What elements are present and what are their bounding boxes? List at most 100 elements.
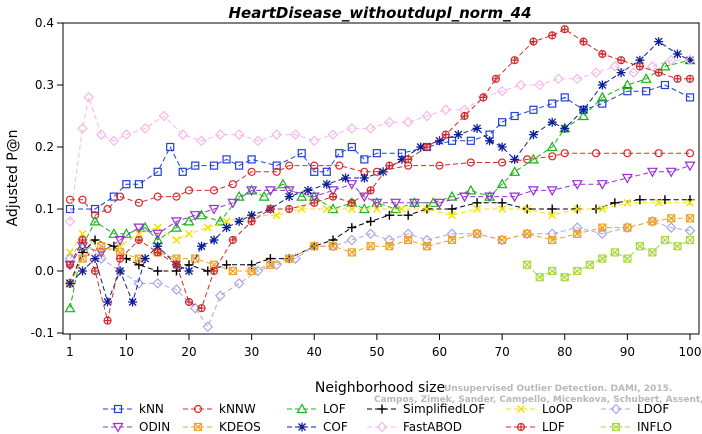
data-point (116, 254, 125, 263)
data-point (523, 260, 532, 269)
data-point (120, 228, 132, 238)
data-point (523, 205, 532, 213)
data-point (628, 67, 639, 78)
data-point (202, 321, 214, 333)
data-point (579, 105, 589, 115)
data-point (446, 190, 458, 201)
data-point (272, 211, 281, 220)
data-point (446, 228, 458, 240)
y-tick-label: 0.3 (35, 78, 54, 92)
data-point (529, 37, 538, 46)
x-tick-label: 70 (494, 345, 509, 359)
data-point (654, 68, 663, 77)
data-point (247, 266, 256, 276)
data-point (685, 235, 695, 245)
data-point (447, 136, 457, 145)
data-point (122, 180, 131, 189)
data-point (546, 141, 558, 152)
series-line (70, 152, 690, 216)
data-point (472, 229, 482, 238)
data-point (183, 215, 195, 226)
data-point (65, 278, 75, 288)
x-tick-label: 30 (244, 345, 259, 359)
legend-label: INFLO (637, 420, 672, 434)
data-point (547, 204, 557, 214)
data-point (686, 198, 694, 207)
data-point (108, 228, 120, 238)
data-point (640, 73, 652, 83)
x-tick-label: 1 (66, 345, 74, 359)
data-point (597, 80, 607, 90)
data-point (152, 229, 164, 240)
data-point (623, 223, 632, 232)
data-point (648, 217, 657, 226)
series-line (69, 220, 691, 328)
data-point (509, 192, 521, 203)
data-point (509, 166, 521, 176)
data-point (114, 235, 126, 246)
data-point (197, 304, 206, 313)
x-tick-label: 60 (432, 345, 447, 359)
data-point (103, 204, 112, 214)
data-point (347, 142, 356, 152)
data-point (571, 222, 583, 233)
data-point (128, 297, 138, 307)
data-point (322, 179, 332, 189)
data-point (109, 241, 119, 251)
data-point (660, 235, 670, 245)
x-axis-label: Neighborhood size (315, 380, 445, 396)
data-point (434, 136, 444, 146)
data-point (404, 235, 413, 245)
legend-marker (193, 404, 203, 414)
data-point (297, 149, 306, 158)
data-point (623, 149, 632, 158)
legend-item-inflo: INFLO (601, 420, 672, 434)
data-point (95, 248, 107, 259)
data-point (553, 73, 564, 85)
data-point (534, 79, 546, 91)
legend-marker (296, 403, 308, 414)
data-point (466, 136, 475, 145)
data-point (527, 153, 539, 164)
data-point (116, 192, 125, 201)
data-point (659, 60, 671, 71)
legend-label: SimplifiedLOF (403, 402, 485, 416)
data-point (529, 105, 538, 114)
plot-frame (62, 22, 700, 335)
data-point (585, 260, 594, 269)
series-knn (65, 80, 695, 214)
data-point (184, 297, 194, 307)
data-point (515, 79, 527, 91)
data-point (140, 254, 150, 264)
axes-layer: -0.1 0.0 0.1 0.2 0.3 0.4 1 10 20 30 40 50 60 70 80 90 10… (31, 16, 702, 359)
data-point (579, 37, 588, 46)
legend: kNN kNNW LOF SimplifiedLOF LoOP LDOF ODIN KDEOS… (103, 402, 672, 434)
data-point (95, 129, 107, 140)
data-point (153, 266, 163, 276)
data-point (598, 223, 607, 232)
data-point (560, 273, 569, 282)
data-point (153, 167, 162, 176)
data-point (366, 186, 375, 195)
data-point (596, 91, 608, 102)
data-point (448, 211, 457, 220)
data-point (103, 316, 112, 325)
data-point (447, 235, 457, 245)
data-point (234, 161, 244, 170)
data-point (573, 266, 582, 276)
data-point (285, 254, 294, 263)
data-point (346, 234, 358, 246)
chart-title: HeartDisease_withoutdupl_norm_44 (228, 4, 531, 22)
data-point (546, 186, 558, 197)
data-point (272, 161, 281, 170)
data-point (78, 229, 87, 238)
legend-item-loop: LoOP (506, 402, 573, 416)
legend-label: LDF (542, 420, 565, 434)
data-point (497, 142, 507, 152)
x-tick-label: 20 (181, 345, 196, 359)
series-inflo (523, 235, 695, 282)
legend-label: LoOP (542, 402, 573, 416)
legend-marker (297, 422, 307, 432)
data-point (78, 254, 87, 263)
x-tick-label: 90 (620, 345, 635, 359)
